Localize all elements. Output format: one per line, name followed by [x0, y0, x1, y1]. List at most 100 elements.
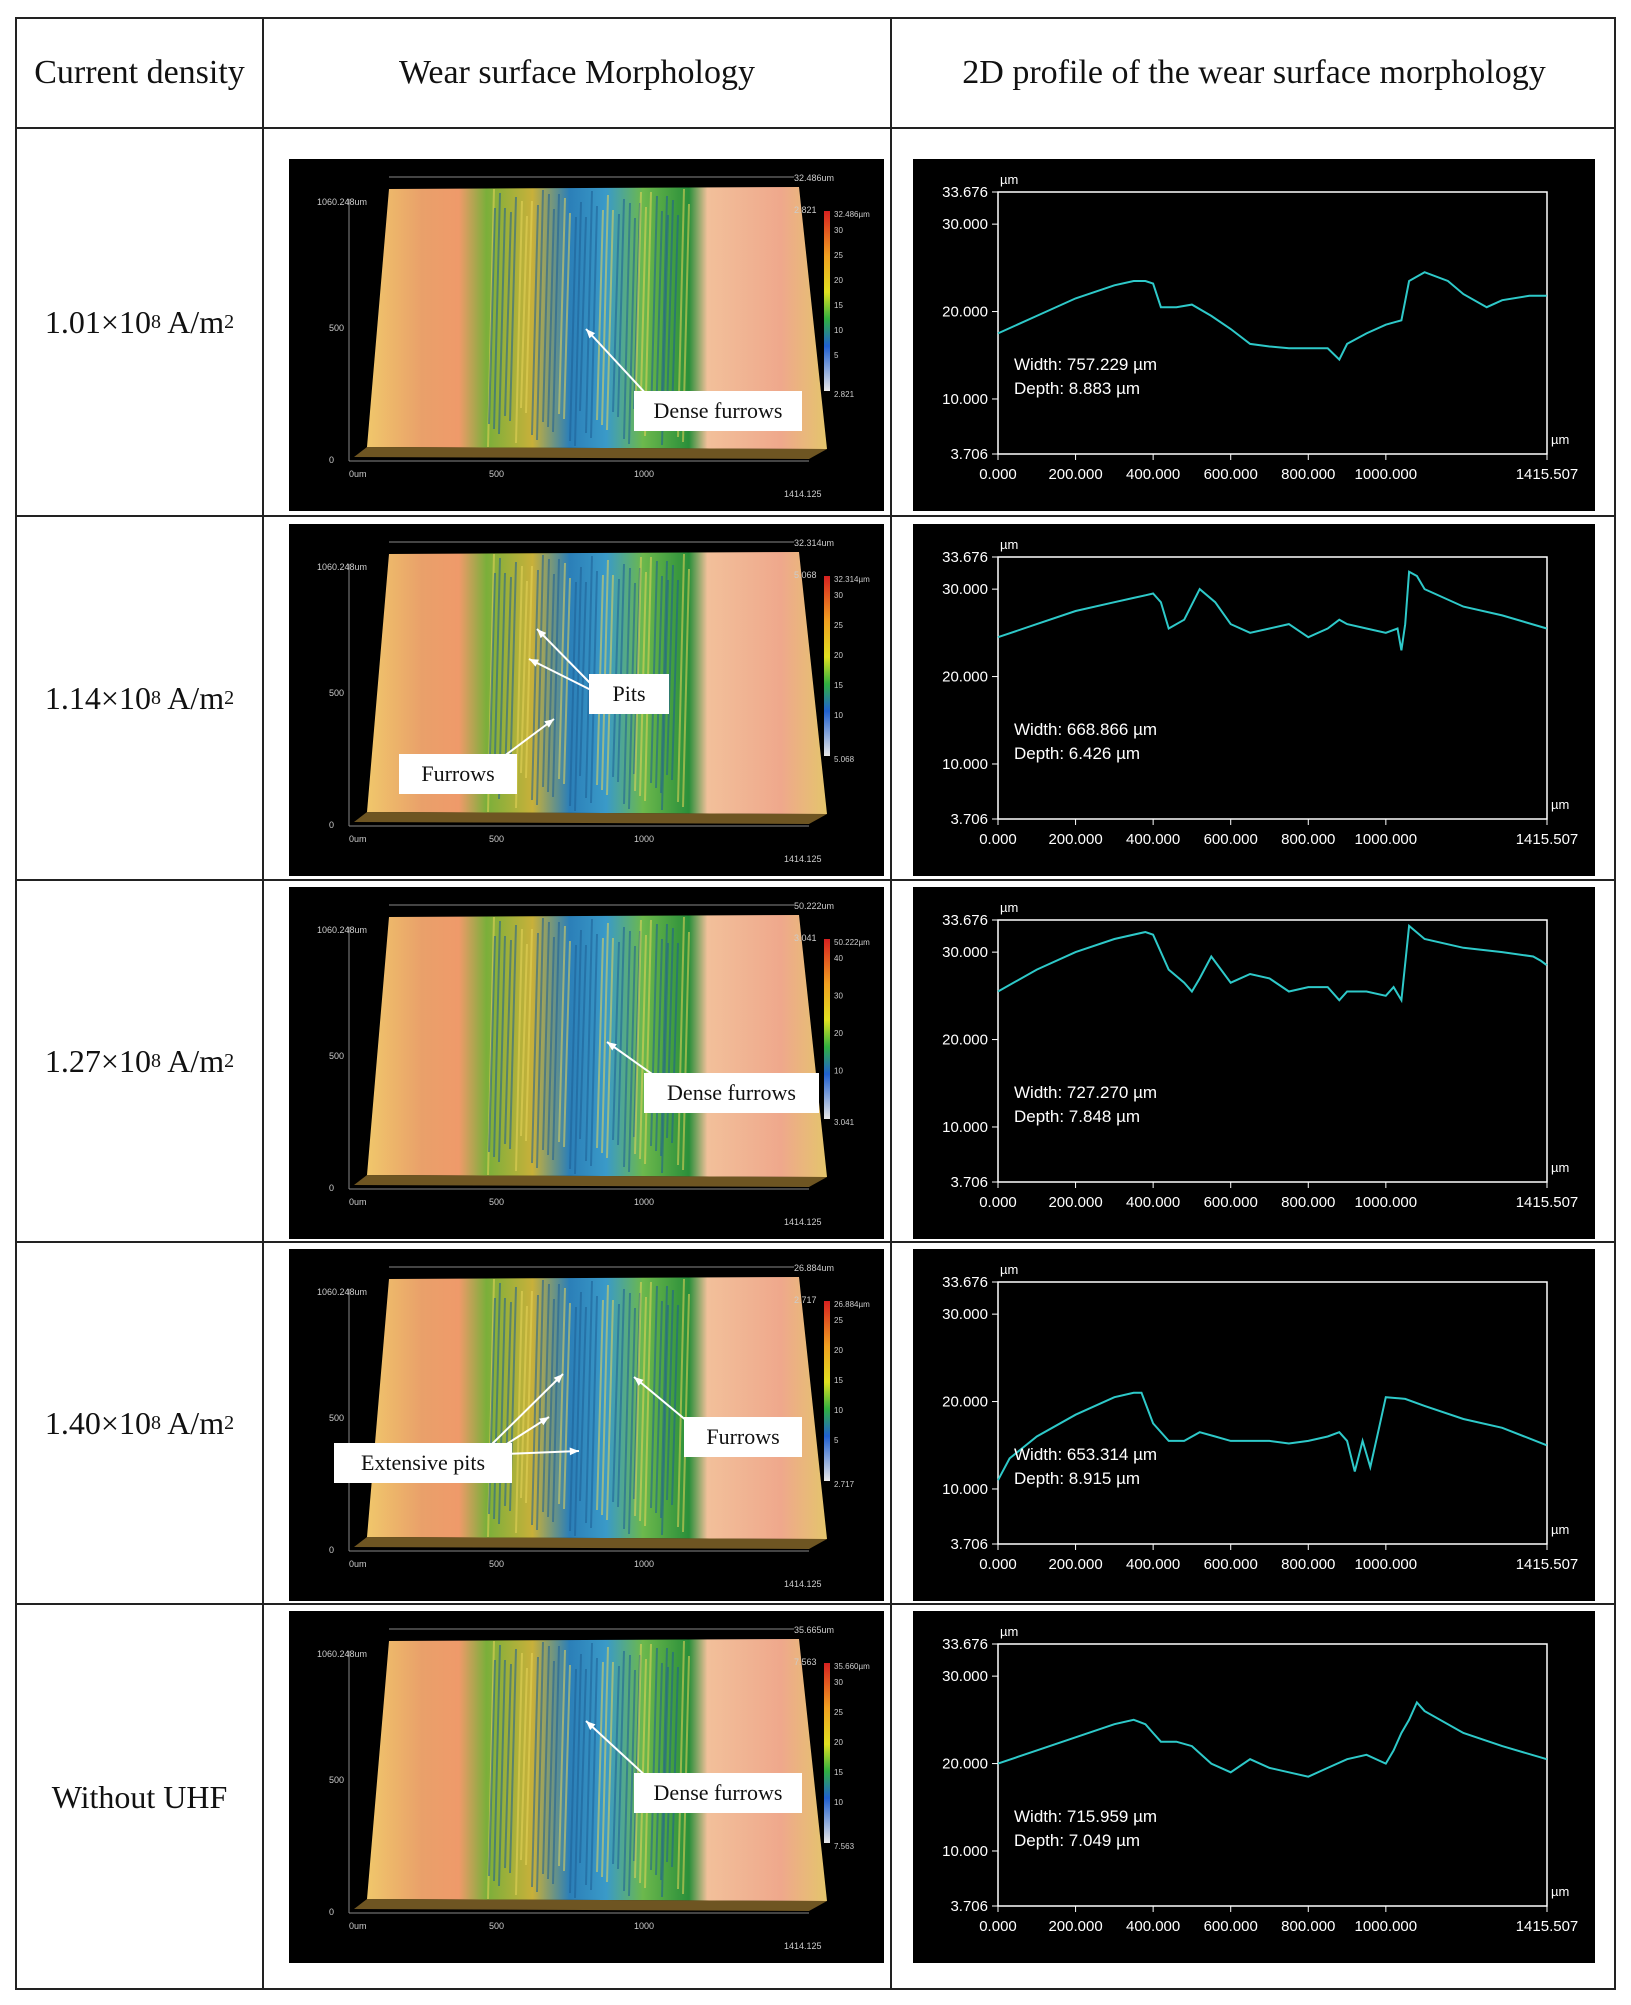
scale-min-label: 5.068 [834, 755, 855, 764]
furrow-streak [498, 1659, 506, 1887]
x-tick-label: 200.000 [1048, 1194, 1102, 1211]
scale-tick-label: 10 [834, 711, 843, 720]
furrow-streak [623, 1292, 631, 1530]
x-unit-label: µm [1551, 797, 1569, 812]
furrow-streak [574, 1653, 582, 1899]
furrow-streak [498, 207, 506, 435]
furrow-streak [606, 1661, 614, 1883]
scale-tick-label: 5 [834, 351, 839, 360]
y-tick-label: 30.000 [942, 944, 988, 961]
callout-box [684, 1417, 802, 1457]
furrow-streak [504, 576, 512, 782]
furrow-streak [655, 938, 663, 1152]
y-zero-label: 0 [329, 820, 334, 830]
row-divider [17, 879, 1614, 881]
furrow-streak [552, 1645, 560, 1885]
y-zero-label: 0 [329, 455, 334, 465]
callout-label: Pits [612, 681, 645, 706]
x-unit-label: µm [1551, 1160, 1569, 1175]
furrow-streak [666, 199, 674, 411]
furrow-streak [628, 1307, 636, 1535]
surface-edge [354, 1537, 827, 1549]
x-tick-label: 1415.507 [1516, 1918, 1579, 1935]
scale-tick-label: 5 [834, 1436, 839, 1445]
x-500-label: 500 [489, 1559, 504, 1569]
furrow-streak [644, 1281, 652, 1527]
furrow-streak [677, 1278, 685, 1528]
callout-label: Furrows [421, 761, 494, 786]
furrow-streak [606, 937, 614, 1159]
y-tick-label: 30.000 [942, 216, 988, 233]
furrow-streak [634, 1281, 642, 1517]
callout-box [589, 674, 669, 714]
profile-line [997, 570, 1548, 651]
furrow-streak [590, 205, 598, 439]
furrow-streak [634, 1643, 642, 1879]
wear-morphology-image: 32.486um 2.821 1060.248um 500 0 0um 500 1000 141… [289, 159, 884, 511]
furrow-streak [579, 944, 587, 1140]
color-scale-bar [824, 1663, 830, 1843]
scale-max-label: 50.222µm [834, 938, 870, 947]
furrow-streak [655, 1300, 663, 1514]
x-tick-label: 1000.000 [1355, 831, 1418, 848]
y-tick-label: 33.676 [942, 912, 988, 929]
z-min-label: 7.563 [794, 1657, 817, 1667]
x-1000-label: 1000 [634, 834, 654, 844]
furrow-streak [639, 1658, 647, 1884]
profile-chart: 33.676 30.000 20.000 10.000 3.706 µm µm 0.000 20… [913, 1249, 1595, 1601]
furrow-streak [536, 554, 544, 806]
x-tick-label: 0.000 [979, 1556, 1017, 1573]
furrow-streak [628, 1669, 636, 1897]
y-tick-label: 3.706 [950, 1898, 988, 1915]
furrow-streak [558, 1287, 566, 1505]
y-tick-label: 3.706 [950, 446, 988, 463]
furrow-streak [569, 1306, 577, 1532]
x-tick-label: 600.000 [1204, 831, 1258, 848]
furrow-streak [623, 1654, 631, 1892]
x-tick-label: 0.000 [979, 831, 1017, 848]
x-zero-label: 0um [349, 1197, 367, 1207]
plot-frame [997, 1643, 1548, 1907]
x-tick-label: 1415.507 [1516, 831, 1579, 848]
furrow-streak [525, 565, 533, 779]
callout-arrow [585, 328, 650, 398]
y-tick-label: 33.676 [942, 184, 988, 201]
scale-max-label: 26.884µm [834, 1300, 870, 1309]
z-max-label: 26.884um [794, 1263, 834, 1273]
furrow-streak [520, 1305, 528, 1499]
callout-label: Furrows [706, 1424, 779, 1449]
surface-edge [354, 1899, 827, 1911]
morphology-3d-view: 32.486um 2.821 1060.248um 500 0 0um 500 1000 141… [317, 173, 870, 499]
furrow-streak [677, 1640, 685, 1890]
callout-arrowhead [544, 719, 554, 728]
depth-annotation: Depth: 6.426 µm [1014, 744, 1140, 763]
unit-exponent: 2 [224, 310, 235, 333]
z-min-label: 5.068 [794, 570, 817, 580]
surface-edge [354, 447, 827, 459]
row-label-current-density: Without UHF [17, 1605, 262, 1990]
exponent: 8 [150, 686, 161, 709]
furrow-streak [650, 1285, 658, 1509]
profile-chart: 33.676 30.000 20.000 10.000 3.706 µm µm 0.000 20… [913, 887, 1595, 1239]
x-tick-label: 1415.507 [1516, 1556, 1579, 1573]
row-label-current-density: 1.27×10 8 A/m 2 [17, 881, 262, 1241]
scale-tick-label: 20 [834, 1738, 843, 1747]
current-density-value: 1.27×10 [44, 1042, 151, 1079]
scale-tick-label: 40 [834, 954, 843, 963]
x-zero-label: 0um [349, 834, 367, 844]
exponent: 8 [150, 310, 161, 333]
furrow-streak [623, 202, 631, 440]
scale-tick-label: 10 [834, 1406, 843, 1415]
callout-box [644, 1073, 819, 1113]
callout-label: Dense furrows [667, 1080, 796, 1105]
scale-tick-label: 20 [834, 276, 843, 285]
furrow-streak [531, 204, 539, 436]
furrow-streak [596, 209, 604, 421]
furrow-streak [563, 212, 571, 420]
furrow-streak [542, 921, 550, 1151]
furrow-streak [520, 1667, 528, 1861]
furrow-streak [585, 1642, 593, 1886]
wear-morphology-image: 32.314um 5.068 1060.248um 500 0 0um 500 1000 141… [289, 524, 884, 876]
furrow-streak [666, 564, 674, 776]
furrow-streak [520, 580, 528, 774]
